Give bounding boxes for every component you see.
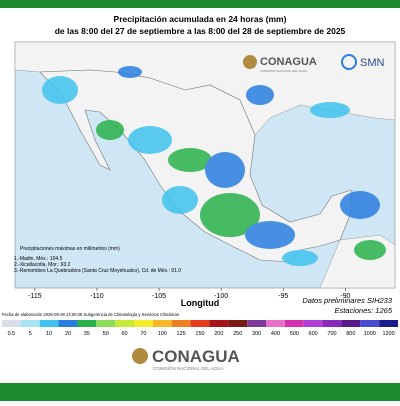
x-tick-label: -95 — [278, 293, 288, 300]
colorbar-label: 800 — [346, 331, 355, 337]
color-swatch — [360, 320, 380, 327]
color-swatch — [2, 320, 21, 327]
legend-entry: 2.-Xicatlacotla, Mor.: 93.2 — [14, 262, 71, 268]
color-swatch — [58, 320, 78, 327]
conagua-text: CONAGUA — [260, 56, 317, 68]
map — [14, 41, 396, 289]
note: Datos preliminares SIH233 — [302, 296, 392, 305]
bottom-band — [0, 383, 400, 401]
note: Estaciones: 1265 — [334, 306, 392, 315]
color-swatch — [341, 320, 361, 327]
x-tick-label: -110 — [90, 293, 104, 300]
colorbar-label: 250 — [233, 331, 242, 337]
colorbar-label: 200 — [214, 331, 223, 337]
colorbar-label: 100 — [158, 331, 167, 337]
top-band — [0, 0, 400, 8]
color-swatch — [228, 320, 248, 327]
colorbar-label: 300 — [252, 331, 261, 337]
x-axis: -115 -110 -105 -100 -95 -90 — [28, 288, 350, 300]
colorbar-label: 50 — [103, 331, 109, 337]
color-swatch — [209, 320, 229, 327]
colorbar-label: 1000 — [364, 331, 376, 337]
date-note: Fecha de elaboración 2025-09-28 14:00:28… — [2, 312, 179, 317]
legend-entry: 1.-Madin, Méx.: 104.5 — [14, 256, 63, 262]
color-swatch — [284, 320, 304, 327]
color-swatch — [96, 320, 116, 327]
colorbar-label: 600 — [309, 331, 318, 337]
color-swatch — [266, 320, 285, 327]
x-tick-label: -115 — [28, 293, 42, 300]
title: Precipitación acumulada en 24 horas (mm) — [114, 14, 287, 24]
conagua-sub: COMISIÓN NACIONAL DEL AGUA — [260, 68, 307, 73]
colorbar: 0.5 5 10 20 35 50 60 70 100 125 150 200 250 300 400 500… — [2, 320, 398, 337]
footer-logo-sub: COMISIÓN NACIONAL DEL AGUA — [153, 365, 223, 371]
colorbar-label: 150 — [195, 331, 204, 337]
color-swatch — [303, 320, 323, 327]
axis-label: Longitud — [181, 298, 219, 308]
colorbar-label: 0.5 — [8, 331, 16, 337]
colorbar-label: 35 — [84, 331, 90, 337]
color-swatch — [39, 320, 59, 327]
legend-title: Precipitaciones máximas en milímetros (m… — [20, 246, 120, 252]
colorbar-label: 1200 — [382, 331, 394, 337]
colorbar-label: 125 — [177, 331, 186, 337]
color-swatch — [152, 320, 172, 327]
colorbar-label: 20 — [65, 331, 71, 337]
colorbar-label: 60 — [122, 331, 128, 337]
colorbar-label: 400 — [271, 331, 280, 337]
colorbar-label: 5 — [29, 331, 32, 337]
color-swatch — [379, 320, 398, 327]
colorbar-label: 700 — [327, 331, 336, 337]
color-swatch — [77, 320, 97, 327]
x-tick-label: -105 — [152, 293, 166, 300]
subtitle: de las 8:00 del 27 de septiembre a las 8… — [55, 26, 346, 36]
x-tick-label: -90 — [340, 293, 350, 300]
color-swatch — [20, 320, 40, 327]
smn-text: SMN — [360, 57, 385, 69]
x-tick-label: -100 — [214, 293, 228, 300]
color-swatch — [171, 320, 191, 327]
legend: Precipitaciones máximas en milímetros (m… — [14, 246, 181, 274]
color-swatch — [115, 320, 134, 327]
precip-areas — [42, 66, 386, 266]
color-swatch — [247, 320, 266, 327]
color-swatch — [322, 320, 342, 327]
conagua-logo: CONAGUA COMISIÓN NACIONAL DEL AGUA SMN — [243, 54, 385, 73]
color-swatch — [190, 320, 210, 327]
footer-logo-text: CONAGUA — [152, 347, 240, 366]
legend-entry: 3.-Remombeo La Quebradora (Santa Cruz Me… — [14, 268, 181, 274]
colorbar-label: 10 — [46, 331, 52, 337]
color-swatch — [134, 320, 153, 327]
colorbar-label: 500 — [290, 331, 299, 337]
footer-logo: CONAGUA COMISIÓN NACIONAL DEL AGUA — [132, 347, 240, 371]
colorbar-label: 70 — [140, 331, 146, 337]
